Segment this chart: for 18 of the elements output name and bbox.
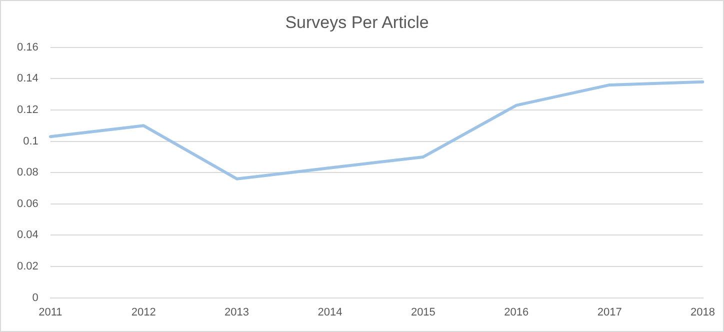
y-tick-label: 0.1 [23,135,38,148]
x-tick-label: 2016 [504,306,529,318]
y-tick-label: 0 [32,292,38,304]
y-tick-label: 0.08 [16,166,38,179]
y-tick-label: 0.14 [16,72,38,85]
x-tick-label: 2017 [597,306,622,318]
y-tick-label: 0.02 [16,260,38,273]
chart-title: Surveys Per Article [285,12,429,32]
x-tick-label: 2011 [38,306,62,318]
y-tick-label: 0.16 [16,41,38,54]
x-tick-label: 2018 [690,306,716,318]
y-tick-label: 0.12 [16,104,38,116]
x-tick-label: 2012 [131,306,156,318]
y-tick-label: 0.06 [16,198,38,210]
x-tick-label: 2013 [224,306,250,318]
x-tick-label: 2015 [410,306,436,318]
y-tick-label: 0.04 [16,229,38,242]
x-tick-label: 2014 [318,306,342,318]
